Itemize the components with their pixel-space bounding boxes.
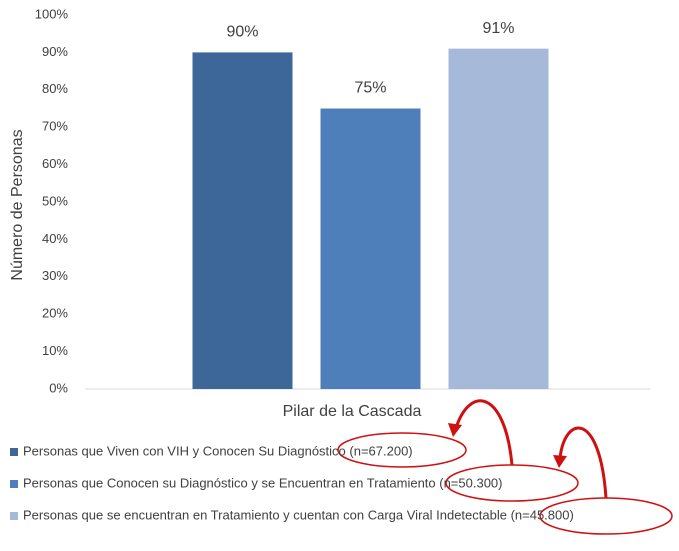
legend-label: Personas que Viven con VIH y Conocen Su … xyxy=(23,443,413,458)
arrow xyxy=(454,399,514,466)
legend-swatch xyxy=(10,448,18,456)
arrow xyxy=(558,426,608,499)
bar xyxy=(448,48,549,389)
y-axis-label: Número de Personas xyxy=(9,129,26,280)
y-tick-label: 40% xyxy=(42,231,68,246)
y-tick-label: 10% xyxy=(42,343,68,358)
highlight-ellipse xyxy=(337,432,467,468)
y-tick-label: 90% xyxy=(42,44,68,59)
annotations xyxy=(337,399,673,535)
arrowhead xyxy=(553,455,567,468)
legend-label: Personas que Conocen su Diagnóstico y se… xyxy=(23,475,503,490)
y-tick-label: 50% xyxy=(42,193,68,208)
value-label: 90% xyxy=(226,24,258,41)
y-tick-label: 0% xyxy=(49,380,68,395)
y-tick-label: 80% xyxy=(42,81,68,96)
y-tick-label: 20% xyxy=(42,306,68,321)
value-label: 75% xyxy=(354,80,386,97)
bar xyxy=(192,52,293,390)
arrowheads xyxy=(448,423,567,468)
y-tick-label: 30% xyxy=(42,268,68,283)
y-tick-label: 70% xyxy=(42,119,68,134)
x-axis-label: Pilar de la Cascada xyxy=(283,403,422,420)
bar xyxy=(320,108,421,389)
y-tick-label: 60% xyxy=(42,156,68,171)
legend-swatch xyxy=(10,512,18,520)
arrowhead xyxy=(448,423,462,437)
value-label: 91% xyxy=(482,20,514,37)
y-tick-label: 100% xyxy=(35,6,69,21)
legend-swatch xyxy=(10,480,18,488)
legend-label: Personas que se encuentran en Tratamient… xyxy=(23,507,574,522)
